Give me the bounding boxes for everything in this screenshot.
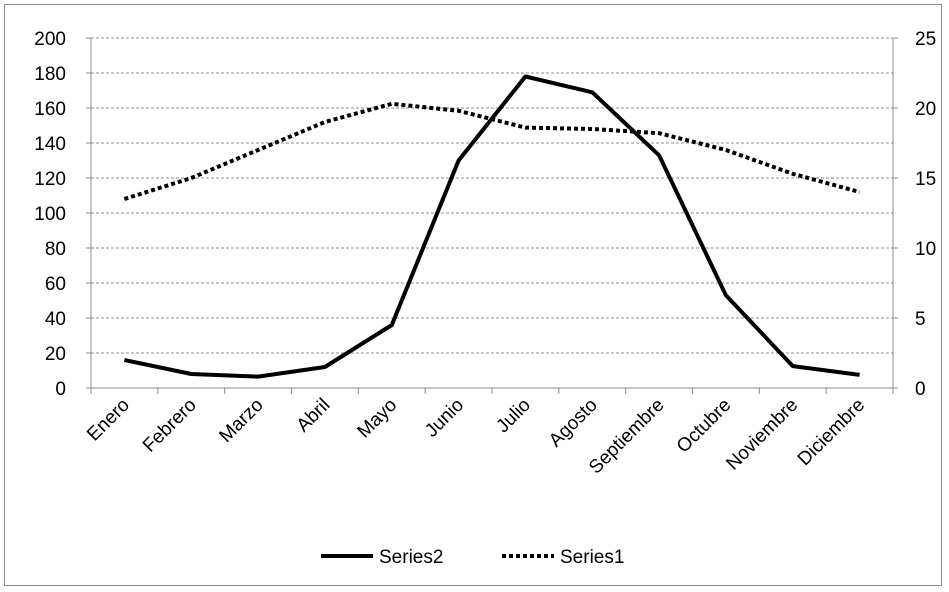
y-right-tick-label: 5 [915,309,926,330]
y-axis-right-ticks: 0 5 10 15 20 25 [893,29,936,400]
x-tick-label: Octubre [673,395,736,458]
x-tick-label: Febrero [139,395,201,457]
legend-item-series2: Series2 [321,547,443,568]
series-line-series2 [123,74,860,379]
x-tick-label: Noviembre [722,395,802,475]
x-tick-label: Marzo [215,395,267,447]
y-right-tick-label: 15 [915,169,936,190]
y-left-tick-label: 0 [55,379,66,400]
x-axis-ticks: Enero Febrero Marzo Abril Mayo Junio Julio Agos… [83,388,894,478]
y-right-tick-label: 25 [915,29,936,50]
y-left-tick-label: 40 [45,309,66,330]
y-right-tick-label: 0 [915,379,926,400]
y-left-tick-label: 200 [34,29,66,50]
x-tick-label: Agosto [545,395,602,452]
series-lines [123,74,861,379]
x-tick-label: Enero [83,395,134,446]
legend: Series2 Series1 [321,547,624,568]
y-left-tick-label: 180 [34,64,66,85]
gridlines [91,37,893,354]
legend-label: Series1 [560,547,624,568]
y-left-tick-label: 140 [34,134,66,155]
x-tick-label: Julio [492,395,534,437]
y-left-tick-label: 80 [45,239,66,260]
y-left-tick-label: 160 [34,99,66,120]
y-left-tick-label: 60 [45,274,66,295]
chart-frame [4,4,942,586]
series-line-series1 [123,101,861,201]
legend-item-series1: Series1 [502,547,624,568]
y-left-tick-label: 100 [34,204,66,225]
x-tick-label: Mayo [354,395,402,443]
y-right-tick-label: 20 [915,99,936,120]
legend-label: Series2 [379,547,443,568]
y-axis-left-ticks: 0 20 40 60 80 100 120 140 160 180 200 [34,29,91,400]
y-right-tick-label: 10 [915,239,936,260]
x-tick-label: Junio [421,395,468,442]
x-tick-label: Diciembre [794,395,869,470]
y-left-tick-label: 20 [45,344,66,365]
y-left-tick-label: 120 [34,169,66,190]
x-tick-label: Abril [293,395,335,437]
